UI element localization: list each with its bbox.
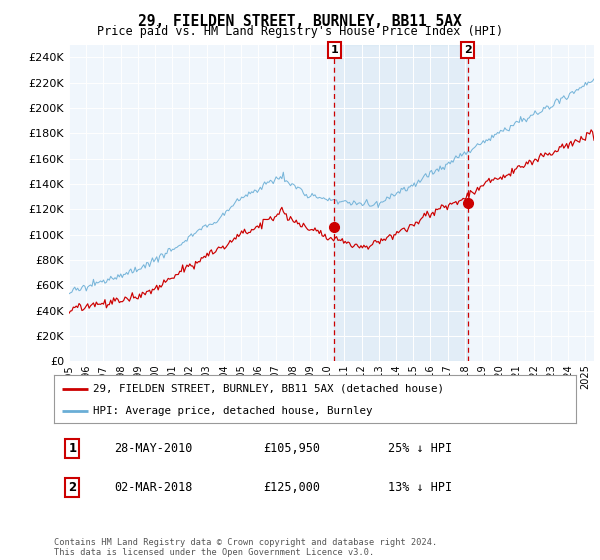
Text: 28-MAY-2010: 28-MAY-2010	[114, 442, 193, 455]
Text: 29, FIELDEN STREET, BURNLEY, BB11 5AX (detached house): 29, FIELDEN STREET, BURNLEY, BB11 5AX (d…	[93, 384, 444, 394]
Text: Contains HM Land Registry data © Crown copyright and database right 2024.
This d: Contains HM Land Registry data © Crown c…	[54, 538, 437, 557]
Text: 1: 1	[331, 45, 338, 55]
Text: 13% ↓ HPI: 13% ↓ HPI	[388, 481, 452, 494]
Text: 02-MAR-2018: 02-MAR-2018	[114, 481, 193, 494]
Text: £105,950: £105,950	[263, 442, 320, 455]
Text: HPI: Average price, detached house, Burnley: HPI: Average price, detached house, Burn…	[93, 407, 373, 417]
Text: 2: 2	[68, 481, 76, 494]
Text: £125,000: £125,000	[263, 481, 320, 494]
Text: 29, FIELDEN STREET, BURNLEY, BB11 5AX: 29, FIELDEN STREET, BURNLEY, BB11 5AX	[138, 14, 462, 29]
Bar	[334, 45, 468, 361]
Text: Price paid vs. HM Land Registry's House Price Index (HPI): Price paid vs. HM Land Registry's House …	[97, 25, 503, 38]
Text: 1: 1	[68, 442, 76, 455]
Text: 25% ↓ HPI: 25% ↓ HPI	[388, 442, 452, 455]
Text: 2: 2	[464, 45, 472, 55]
